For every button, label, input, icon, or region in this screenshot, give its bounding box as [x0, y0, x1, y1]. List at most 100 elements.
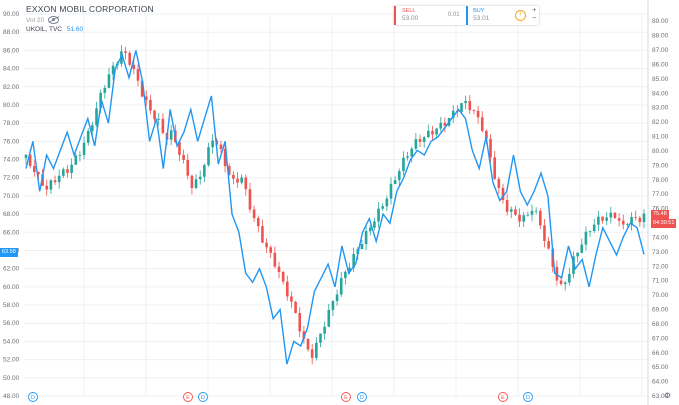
info-button[interactable]: ! — [511, 6, 530, 25]
earnings-marker — [341, 392, 351, 402]
minus-icon[interactable]: − — [532, 15, 537, 22]
candle-body — [418, 139, 422, 142]
ukoil-overlay-line — [25, 50, 645, 365]
candle-body — [634, 216, 638, 218]
candle-body — [592, 224, 596, 231]
candle-body — [261, 226, 264, 243]
right-axis-tick-label: 68.00 — [652, 321, 669, 328]
candle-body — [514, 209, 517, 215]
left-axis-tick-label: 84.00 — [3, 66, 20, 73]
candle-body — [530, 210, 534, 215]
left-axis-tick-label: 76.00 — [3, 138, 20, 145]
candle-body — [186, 159, 190, 176]
candle-body — [57, 175, 61, 183]
candle-body — [62, 169, 65, 176]
right-axis-tick-label: 72.00 — [652, 263, 669, 270]
candle-body — [397, 171, 401, 181]
candle-body — [315, 342, 318, 358]
candle-body — [111, 65, 115, 75]
candle-body — [509, 209, 513, 212]
candle-body — [99, 92, 102, 109]
right-axis-tick-label: 81.00 — [652, 134, 669, 141]
candle-body — [630, 216, 633, 225]
candle-body — [41, 174, 44, 186]
candle-body — [568, 274, 571, 283]
overlay-symbol: UKOIL, TVC — [26, 26, 63, 33]
candle-body — [140, 80, 144, 97]
right-axis-tick-label: 88.00 — [652, 33, 669, 40]
candle-body — [364, 231, 368, 244]
candle-body — [547, 241, 550, 249]
candle-body — [638, 217, 642, 223]
candle-body — [485, 130, 488, 139]
sell-label: SELL — [402, 8, 416, 14]
candle-body — [559, 280, 563, 285]
candle-body — [597, 216, 600, 225]
eye-hidden-icon[interactable] — [48, 16, 60, 24]
candle-body — [273, 252, 277, 267]
candle-body — [460, 103, 463, 112]
candle-body — [310, 349, 314, 358]
right-axis-tick-label: 69.00 — [652, 307, 669, 314]
candle-body — [244, 177, 248, 190]
candle-body — [124, 51, 127, 53]
candle-body — [377, 208, 380, 222]
candle-body — [584, 231, 588, 245]
candle-body — [219, 144, 223, 149]
candle-body — [277, 266, 281, 273]
plus-icon[interactable]: + — [532, 7, 537, 14]
left-axis-tick-label: 48.00 — [3, 393, 20, 400]
left-axis-tick-label: 88.00 — [3, 29, 20, 36]
sell-button[interactable]: SELL 53.00 — [394, 6, 442, 25]
candle-body — [302, 331, 306, 339]
candle-body — [414, 139, 418, 149]
candle-body — [402, 157, 405, 172]
left-axis-tick-label: 56.00 — [3, 320, 20, 327]
right-axis-tick-label: 82.00 — [652, 119, 669, 126]
candle-body — [82, 142, 86, 156]
left-axis-tick-label: 62.00 — [3, 266, 20, 273]
candle-body — [360, 243, 364, 250]
candle-body — [464, 101, 467, 104]
candle-body — [319, 333, 322, 343]
candle-body — [563, 282, 567, 285]
candle-body — [103, 87, 107, 93]
candle-body — [451, 110, 455, 118]
right-axis-tick-label: 66.00 — [652, 350, 669, 357]
left-axis-tick-label: 52.00 — [3, 357, 20, 364]
buy-button[interactable]: BUY 53.01 — [466, 6, 511, 25]
candle-body — [344, 271, 347, 279]
candle-body — [53, 180, 57, 183]
candle-body — [91, 125, 94, 131]
volume-label: Vol 20 — [26, 16, 45, 24]
candle-body — [182, 154, 185, 160]
candle-body — [518, 214, 521, 222]
candle-body — [497, 178, 501, 188]
right-axis-tick-label: 76.00 — [652, 206, 669, 213]
candle-body — [95, 108, 98, 126]
candle-body — [480, 117, 484, 131]
gear-icon[interactable]: ⚙ — [664, 391, 672, 400]
right-axis-tick-label: 85.00 — [652, 76, 669, 83]
candle-body — [66, 169, 69, 173]
dividend-marker — [523, 392, 533, 402]
right-axis-tick-label: 83.00 — [652, 105, 669, 112]
candle-body — [32, 166, 36, 173]
candle-body — [294, 301, 297, 314]
candle-body — [576, 252, 579, 257]
candle-body — [132, 64, 136, 70]
candle-body — [526, 214, 530, 216]
candle-body — [161, 118, 165, 133]
candle-body — [306, 338, 310, 350]
right-axis-tick-label: 86.00 — [652, 61, 669, 68]
candle-body — [522, 215, 526, 222]
quantity-stepper[interactable]: + − — [530, 6, 539, 25]
right-axis-tick-label: 64.00 — [652, 379, 669, 386]
trade-panel: SELL 53.00 0.01 BUY 53.01 ! + − — [394, 6, 539, 25]
candle-body — [157, 118, 161, 120]
left-axis-tick-label: 68.00 — [3, 211, 20, 218]
right-axis-tick-label: 79.00 — [652, 162, 669, 169]
candle-body — [74, 155, 78, 165]
